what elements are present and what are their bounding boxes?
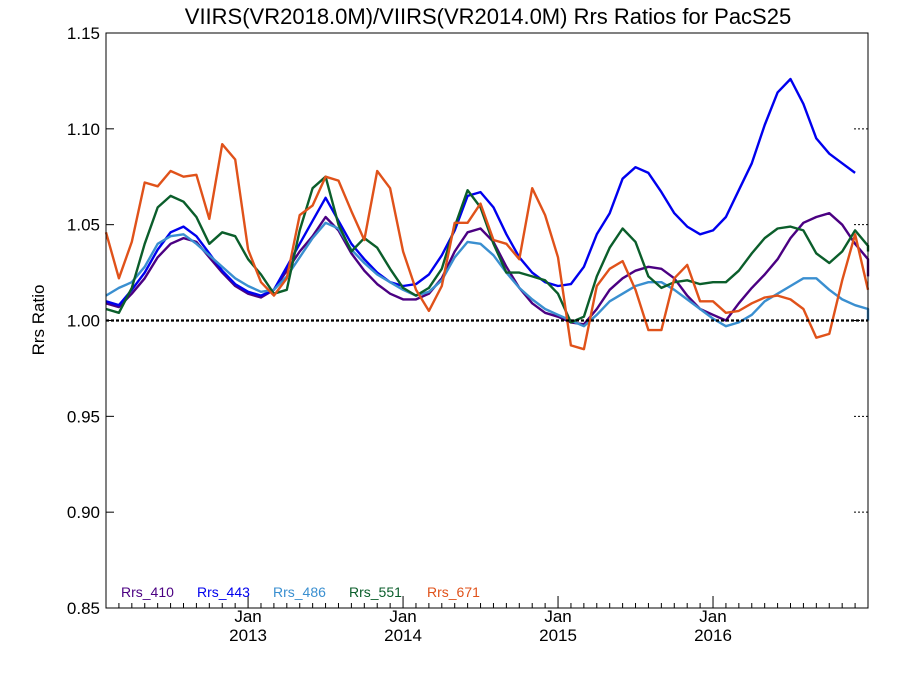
x-tick-month-label: Jan: [234, 607, 261, 626]
chart-title: VIIRS(VR2018.0M)/VIIRS(VR2014.0M) Rrs Ra…: [185, 4, 791, 29]
legend-item-rrs_671: Rrs_671: [427, 584, 480, 600]
plot-frame: [105, 32, 869, 609]
legend: Rrs_410 Rrs_443 Rrs_486 Rrs_551 Rrs_671: [121, 584, 480, 600]
legend-item-rrs_410: Rrs_410: [121, 584, 174, 600]
legend-item-rrs_486: Rrs_486: [273, 584, 326, 600]
x-tick-month-label: Jan: [699, 607, 726, 626]
y-tick-label: 0.95: [67, 407, 100, 426]
x-tick-month-label: Jan: [389, 607, 416, 626]
series-line-rrs_486: [105, 221, 870, 328]
x-tick-year-label: 2014: [384, 626, 422, 645]
y-tick-label: 0.85: [67, 599, 100, 618]
series-line-rrs_410: [105, 211, 870, 326]
axis-ticks: 0.850.900.951.001.051.101.15Jan2013Jan20…: [67, 24, 869, 645]
x-tick-month-label: Jan: [544, 607, 571, 626]
y-tick-label: 0.90: [67, 503, 100, 522]
y-tick-label: 1.10: [67, 120, 100, 139]
y-tick-label: 1.05: [67, 216, 100, 235]
legend-item-rrs_551: Rrs_551: [349, 584, 402, 600]
series-line-rrs_551: [105, 175, 870, 324]
legend-item-rrs_443: Rrs_443: [197, 584, 250, 600]
y-tick-label: 1.15: [67, 24, 100, 43]
data-series: [104, 77, 870, 351]
x-tick-year-label: 2015: [539, 626, 577, 645]
x-tick-year-label: 2013: [229, 626, 267, 645]
y-axis-label: Rrs Ratio: [29, 285, 48, 356]
series-line-rrs_671: [104, 142, 870, 351]
series-line-rrs_443: [105, 77, 856, 307]
y-tick-label: 1.00: [67, 312, 100, 331]
x-tick-year-label: 2016: [694, 626, 732, 645]
